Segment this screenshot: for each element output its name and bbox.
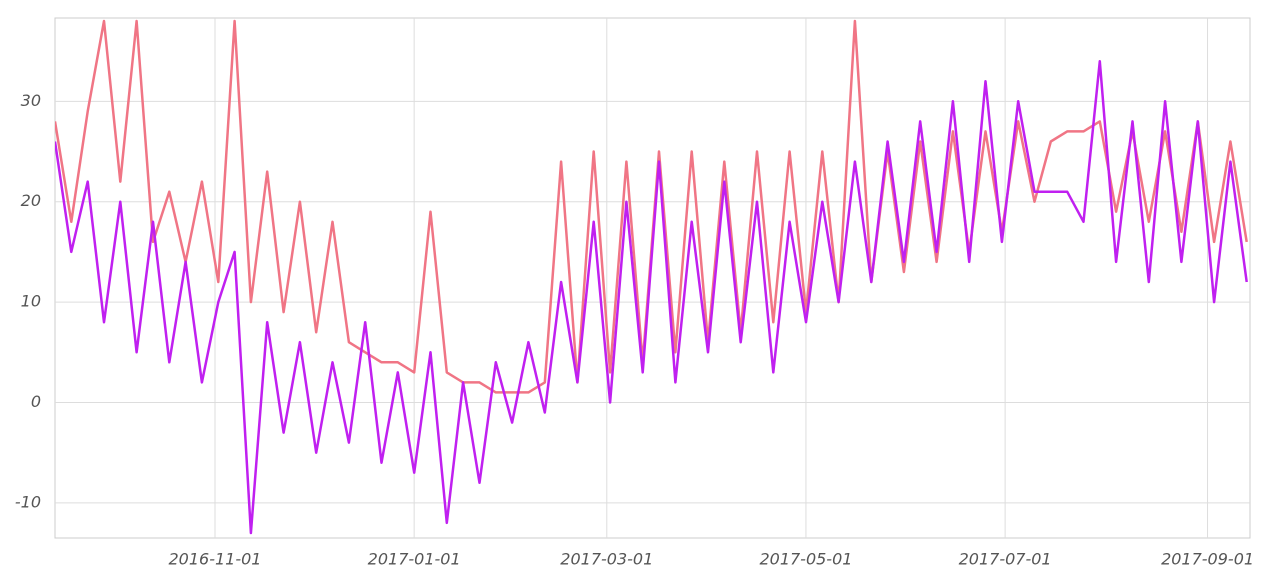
x-tick-label: 2016-11-01 xyxy=(168,550,261,569)
data-line xyxy=(55,59,1248,535)
y-tick-label: 10 xyxy=(21,292,41,311)
x-tick-label: 2017-05-01 xyxy=(759,550,852,569)
y-tick-label: 30 xyxy=(21,91,41,110)
x-tick-label: 2017-01-01 xyxy=(368,550,461,569)
x-tick-label: 2017-07-01 xyxy=(959,550,1052,569)
x-tick-label: 2017-03-01 xyxy=(560,550,653,569)
y-tick-label: 20 xyxy=(21,191,41,210)
x-tick-label: 2017-09-01 xyxy=(1161,550,1254,569)
y-tick-label: -10 xyxy=(15,492,41,511)
y-tick-label: 0 xyxy=(31,392,41,411)
data-line xyxy=(55,19,1248,394)
plot-frame xyxy=(54,17,1251,539)
